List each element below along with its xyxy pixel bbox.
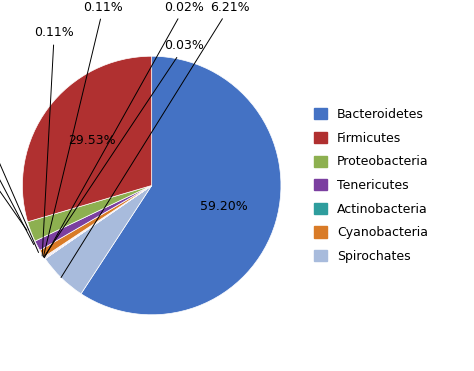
Wedge shape <box>27 186 152 241</box>
Wedge shape <box>44 186 152 258</box>
Text: 29.53%: 29.53% <box>68 134 116 147</box>
Wedge shape <box>22 56 152 222</box>
Text: 0.96%: 0.96% <box>0 1 38 253</box>
Text: 2.55%: 2.55% <box>0 86 27 230</box>
Wedge shape <box>45 186 152 258</box>
Text: 0.03%: 0.03% <box>44 39 204 257</box>
Wedge shape <box>35 186 152 250</box>
Wedge shape <box>45 186 152 259</box>
Legend: Bacteroidetes, Firmicutes, Proteobacteria, Tenericutes, Actinobacteria, Cyanobac: Bacteroidetes, Firmicutes, Proteobacteri… <box>314 108 428 263</box>
Text: 0.11%: 0.11% <box>43 1 123 257</box>
Text: 0.02%: 0.02% <box>45 1 204 258</box>
Wedge shape <box>45 186 152 259</box>
Wedge shape <box>45 186 152 294</box>
Text: 0.11%: 0.11% <box>35 26 74 256</box>
Wedge shape <box>40 186 152 257</box>
Text: 6.21%: 6.21% <box>61 1 249 278</box>
Wedge shape <box>81 56 281 315</box>
Text: 59.20%: 59.20% <box>200 200 247 213</box>
Text: 1.28%: 1.28% <box>0 43 34 244</box>
